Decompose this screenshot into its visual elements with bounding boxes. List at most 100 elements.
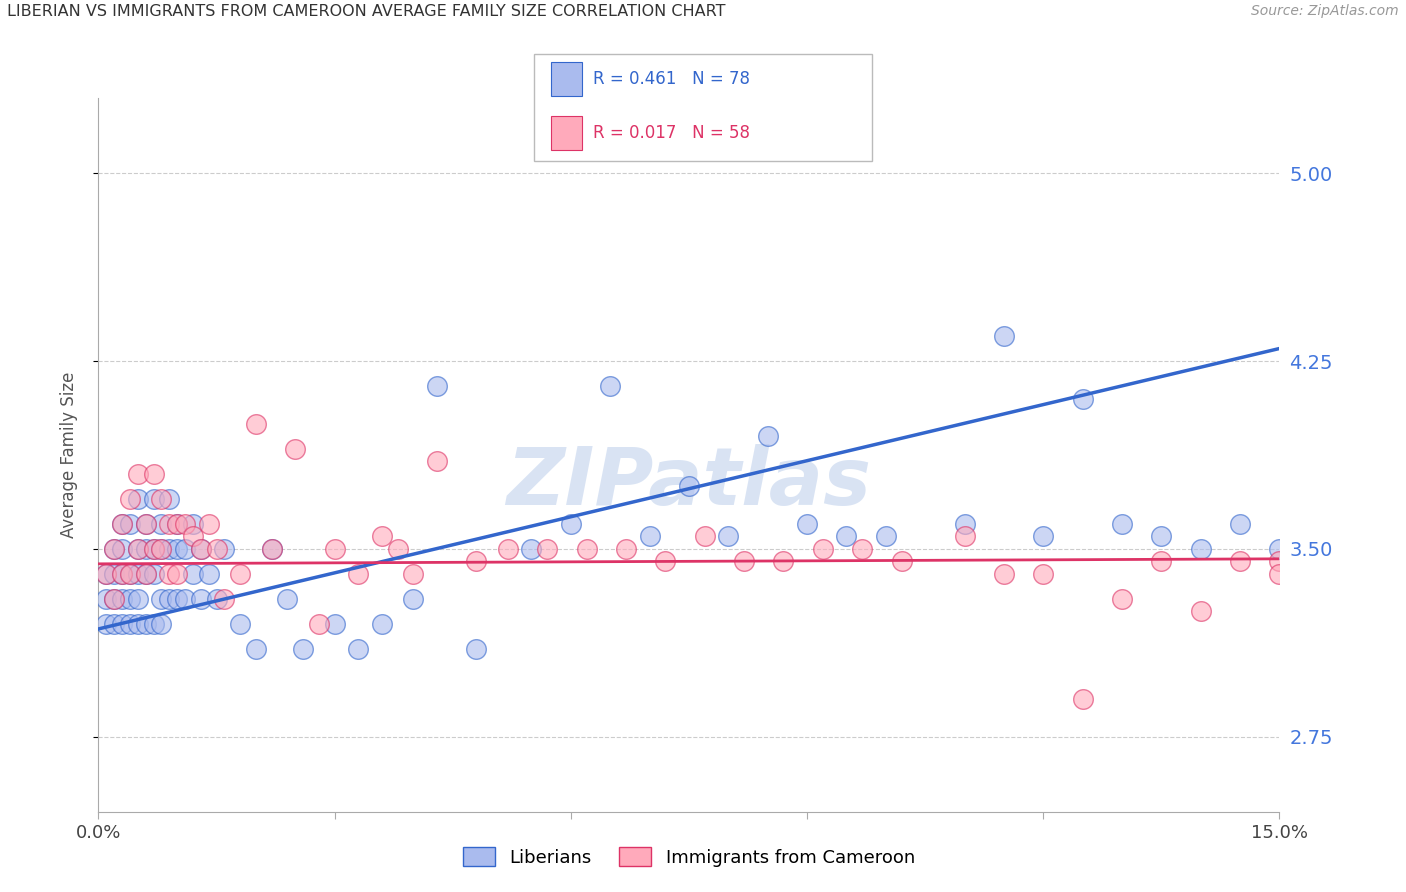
Point bbox=[135, 566, 157, 581]
Point bbox=[426, 454, 449, 468]
Point bbox=[190, 541, 212, 556]
Point bbox=[229, 566, 252, 581]
Point bbox=[205, 541, 228, 556]
Point bbox=[796, 516, 818, 531]
Point bbox=[111, 516, 134, 531]
Point bbox=[150, 541, 173, 556]
Point bbox=[157, 566, 180, 581]
Point bbox=[811, 541, 834, 556]
Point bbox=[993, 566, 1015, 581]
Point bbox=[142, 541, 165, 556]
Point bbox=[953, 516, 976, 531]
Point bbox=[103, 541, 125, 556]
Point bbox=[181, 529, 204, 543]
Point bbox=[214, 541, 236, 556]
Point bbox=[157, 591, 180, 606]
Point bbox=[245, 642, 267, 657]
Point bbox=[127, 541, 149, 556]
Point bbox=[135, 566, 157, 581]
Point bbox=[96, 616, 118, 631]
Point bbox=[135, 516, 157, 531]
Point bbox=[465, 642, 488, 657]
Point bbox=[387, 541, 409, 556]
Point bbox=[465, 554, 488, 568]
Point bbox=[260, 541, 283, 556]
Point bbox=[111, 516, 134, 531]
Point bbox=[96, 591, 118, 606]
Point bbox=[654, 554, 676, 568]
Point bbox=[118, 566, 141, 581]
Y-axis label: Average Family Size: Average Family Size bbox=[59, 372, 77, 538]
Point bbox=[560, 516, 582, 531]
Point bbox=[174, 516, 197, 531]
Point bbox=[111, 591, 134, 606]
Point bbox=[292, 642, 315, 657]
Point bbox=[111, 566, 134, 581]
Point bbox=[103, 591, 125, 606]
Point bbox=[96, 566, 118, 581]
Point bbox=[890, 554, 912, 568]
Point bbox=[851, 541, 873, 556]
Point bbox=[96, 566, 118, 581]
Legend: Liberians, Immigrants from Cameroon: Liberians, Immigrants from Cameroon bbox=[456, 840, 922, 874]
Point bbox=[575, 541, 598, 556]
Point bbox=[402, 566, 425, 581]
Point bbox=[103, 541, 125, 556]
Text: ZIPatlas: ZIPatlas bbox=[506, 444, 872, 523]
Point bbox=[142, 467, 165, 481]
Point bbox=[135, 516, 157, 531]
Point bbox=[638, 529, 661, 543]
Text: R = 0.461   N = 78: R = 0.461 N = 78 bbox=[593, 70, 751, 88]
Point bbox=[142, 491, 165, 506]
Point bbox=[693, 529, 716, 543]
Point bbox=[1189, 604, 1212, 618]
Point bbox=[1229, 554, 1251, 568]
Point bbox=[835, 529, 858, 543]
Point bbox=[135, 616, 157, 631]
Point bbox=[229, 616, 252, 631]
Point bbox=[103, 591, 125, 606]
Point bbox=[1111, 591, 1133, 606]
Point bbox=[402, 591, 425, 606]
Text: LIBERIAN VS IMMIGRANTS FROM CAMEROON AVERAGE FAMILY SIZE CORRELATION CHART: LIBERIAN VS IMMIGRANTS FROM CAMEROON AVE… bbox=[7, 4, 725, 20]
Point bbox=[678, 479, 700, 493]
Point bbox=[1111, 516, 1133, 531]
Point bbox=[1268, 554, 1291, 568]
Point bbox=[733, 554, 755, 568]
Point bbox=[1268, 566, 1291, 581]
Point bbox=[118, 516, 141, 531]
Point bbox=[127, 467, 149, 481]
Point bbox=[197, 566, 219, 581]
Point bbox=[953, 529, 976, 543]
Point bbox=[157, 541, 180, 556]
Point bbox=[103, 616, 125, 631]
Point bbox=[103, 566, 125, 581]
Point bbox=[166, 566, 188, 581]
Point bbox=[520, 541, 543, 556]
Point bbox=[111, 616, 134, 631]
Point bbox=[111, 566, 134, 581]
Point bbox=[181, 566, 204, 581]
Point bbox=[157, 516, 180, 531]
Point bbox=[118, 566, 141, 581]
Point bbox=[717, 529, 740, 543]
Point bbox=[197, 516, 219, 531]
Point bbox=[347, 566, 370, 581]
Point bbox=[756, 429, 779, 443]
Point bbox=[174, 591, 197, 606]
Point bbox=[118, 616, 141, 631]
Point bbox=[150, 616, 173, 631]
Point bbox=[426, 379, 449, 393]
Point bbox=[1150, 554, 1173, 568]
Point bbox=[150, 516, 173, 531]
Point bbox=[127, 591, 149, 606]
Point bbox=[772, 554, 794, 568]
Point bbox=[157, 491, 180, 506]
Point bbox=[1032, 529, 1054, 543]
Point bbox=[308, 616, 330, 631]
Point bbox=[1189, 541, 1212, 556]
Point bbox=[1150, 529, 1173, 543]
Point bbox=[1071, 692, 1094, 706]
Point bbox=[323, 616, 346, 631]
Point bbox=[150, 491, 173, 506]
